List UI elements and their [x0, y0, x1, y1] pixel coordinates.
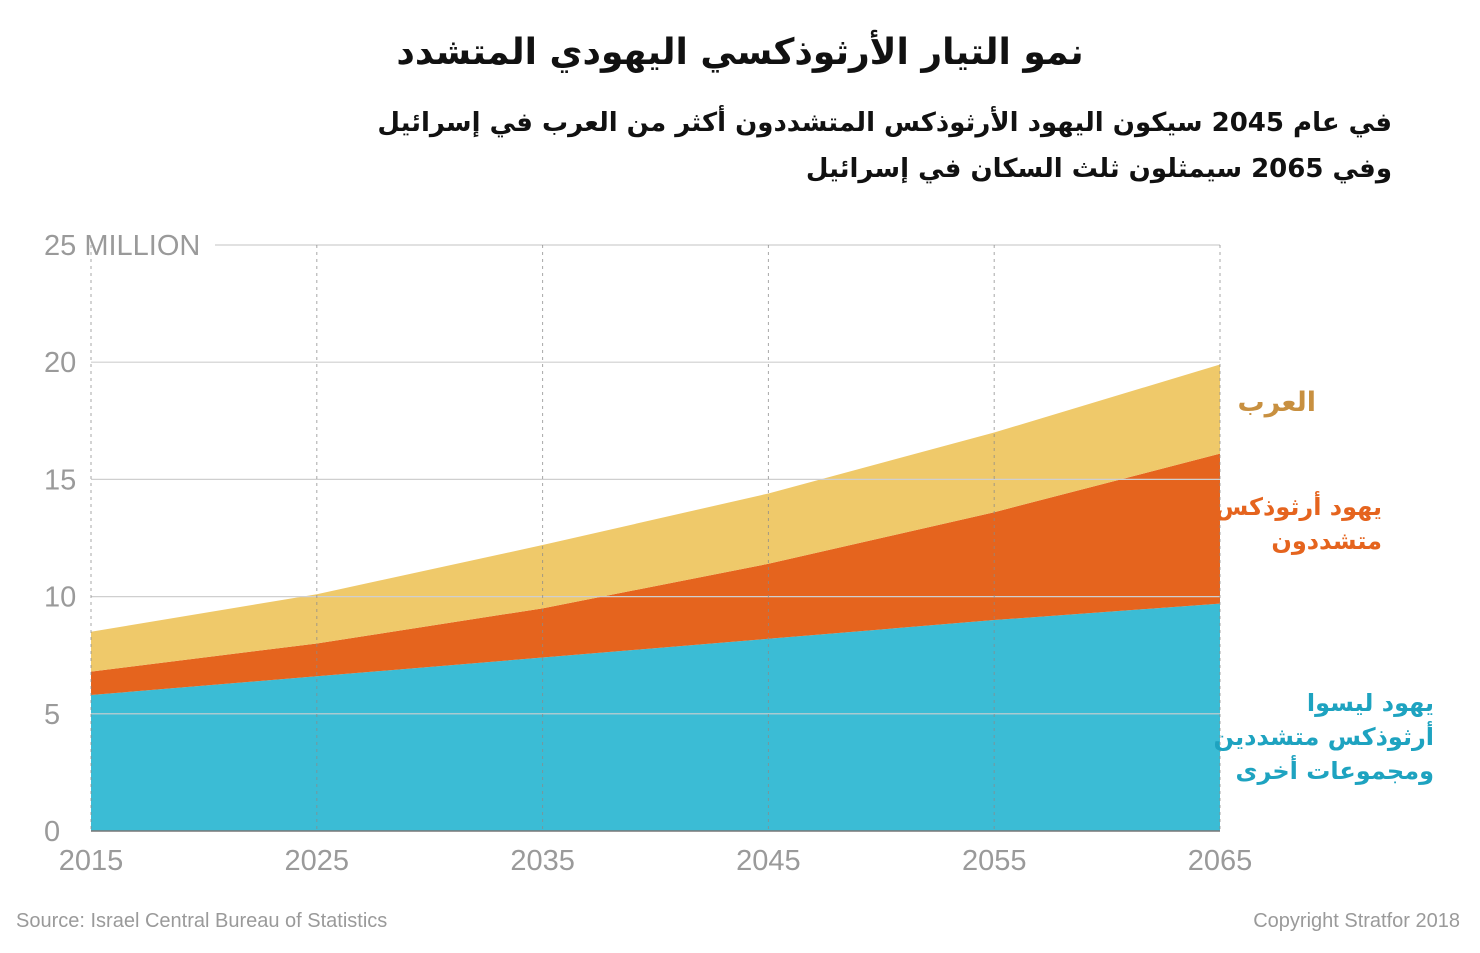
x-tick-label: 2045	[736, 845, 801, 877]
series-label-others: يهود ليسوا أرثوذكس متشددين ومجموعات أخرى	[1213, 689, 1434, 785]
subtitle-line-1: في عام 2045 سيكون اليهود الأرثوذكس المتش…	[377, 108, 1392, 138]
y-tick-label: 5	[44, 699, 60, 731]
subtitle-line-2: وفي 2065 سيمثلون ثلث السكان في إسرائيل	[805, 154, 1392, 184]
area-series-2	[91, 364, 1220, 672]
source-note: Source: Israel Central Bureau of Statist…	[16, 910, 388, 932]
area-series-0	[91, 603, 1220, 831]
chart-title: نمو التيار الأرثوذكسي اليهودي المتشدد	[396, 32, 1084, 73]
chart-subtitle: في عام 2045 سيكون اليهود الأرثوذكس المتش…	[292, 100, 1392, 192]
x-tick-label: 2055	[962, 845, 1027, 877]
grid-lines	[90, 244, 1221, 832]
x-tick-label: 2015	[59, 845, 124, 877]
y-tick-label: 15	[44, 464, 76, 496]
area-series-1	[91, 453, 1220, 696]
y-tick-label: 10	[44, 582, 76, 614]
x-tick-label: 2025	[285, 845, 350, 877]
copyright-note: Copyright Stratfor 2018	[1253, 910, 1460, 932]
axis-ticks: 0 5 10 15 20 25 MILLION 2015 2025 2035 2045 2055 20…	[44, 230, 1252, 877]
y-tick-label: 25 MILLION	[44, 230, 200, 262]
area-layers	[91, 364, 1220, 831]
series-label-haredi: يهود أرثوذكس متشددون	[1215, 493, 1382, 555]
series-label-arabs: العرب	[1237, 387, 1316, 418]
y-tick-label: 20	[44, 347, 76, 379]
x-tick-label: 2065	[1188, 845, 1253, 877]
y-tick-label: 0	[44, 816, 60, 848]
x-tick-label: 2035	[510, 845, 575, 877]
